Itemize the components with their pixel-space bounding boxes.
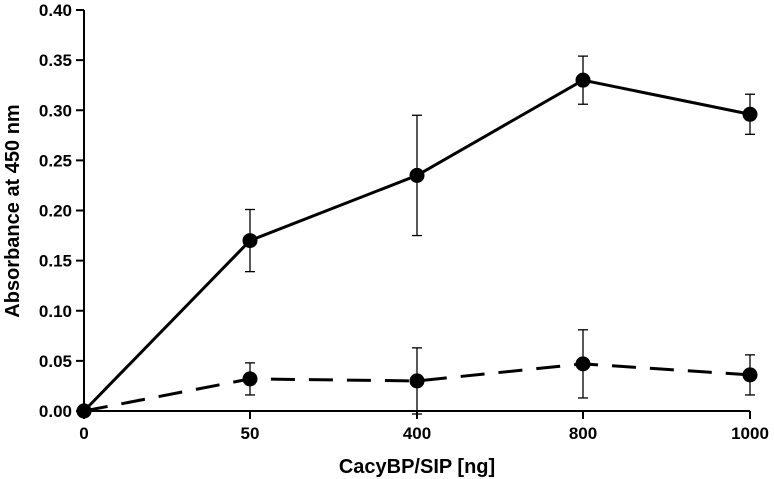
y-tick-label: 0.35 bbox=[39, 51, 72, 70]
y-tick-label: 0.40 bbox=[39, 1, 72, 20]
data-point bbox=[409, 373, 425, 389]
data-point bbox=[76, 403, 92, 419]
data-point bbox=[242, 371, 258, 387]
series-group bbox=[76, 55, 758, 419]
series-2 bbox=[76, 329, 758, 419]
data-point bbox=[409, 167, 425, 183]
data-point bbox=[742, 106, 758, 122]
x-ticks: 0 50 400 800 1000 bbox=[79, 411, 769, 443]
x-tick-label: 1000 bbox=[731, 424, 769, 443]
y-tick-label: 0.20 bbox=[39, 202, 72, 221]
y-tick-label: 0.10 bbox=[39, 302, 72, 321]
y-tick-label: 0.25 bbox=[39, 151, 72, 170]
data-point bbox=[575, 72, 591, 88]
data-point bbox=[242, 233, 258, 249]
y-axis-label: Absorbance at 450 nm bbox=[2, 104, 24, 317]
y-tick-label: 0.30 bbox=[39, 101, 72, 120]
y-tick-label: 0.00 bbox=[39, 402, 72, 421]
x-tick-label: 0 bbox=[79, 424, 88, 443]
y-tick-label: 0.05 bbox=[39, 352, 72, 371]
x-tick-label: 50 bbox=[241, 424, 260, 443]
y-tick-label: 0.15 bbox=[39, 252, 72, 271]
x-axis-label: CacyBP/SIP [ng] bbox=[339, 456, 495, 478]
data-point bbox=[575, 356, 591, 372]
data-point bbox=[742, 367, 758, 383]
y-ticks: 0.00 0.05 0.10 0.15 0.20 0.25 0.30 0.35 0.40 bbox=[39, 1, 84, 421]
x-tick-label: 400 bbox=[403, 424, 431, 443]
x-tick-label: 800 bbox=[569, 424, 597, 443]
